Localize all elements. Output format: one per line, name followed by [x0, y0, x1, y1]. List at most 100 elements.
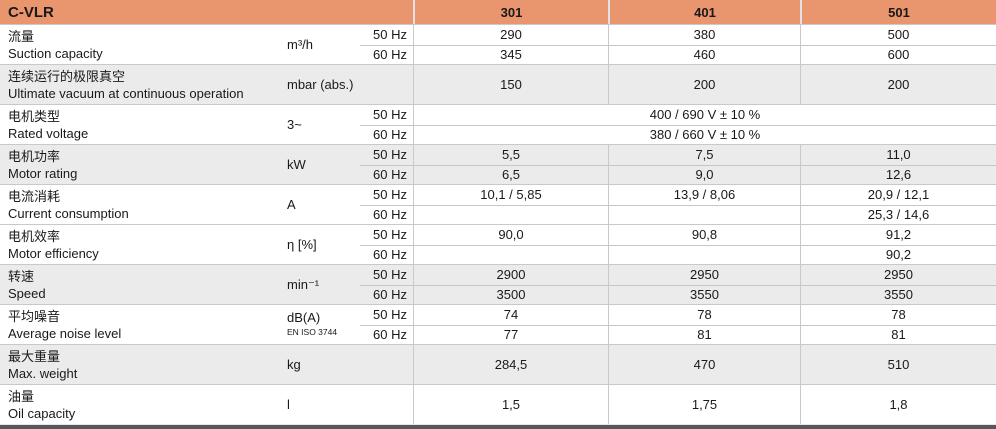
spec-value: 91,2: [800, 225, 996, 245]
spec-label-zh: 电流消耗: [8, 188, 61, 204]
spec-value: 11,0: [800, 145, 996, 165]
spec-value: 7,5: [608, 145, 800, 165]
spec-value: 150: [413, 65, 608, 104]
spec-value: 81: [608, 324, 800, 344]
unit-text: η [%]: [287, 237, 317, 252]
unit-standard: EN ISO 3744: [287, 326, 338, 337]
freq-label: 50 Hz: [373, 267, 407, 283]
spec-value: 1,5: [413, 385, 608, 424]
spec-label: 转速 Speed: [0, 265, 285, 304]
spec-label: 流量 Suction capacity: [0, 25, 285, 64]
spec-value: 90,2: [800, 244, 996, 264]
unit-text: min⁻¹: [287, 277, 320, 292]
freq-label: 50 Hz: [373, 187, 407, 203]
table-row: 最大重量 Max. weight kg 284,5 470 510: [0, 344, 996, 384]
table-row: 连续运行的极限真空 Ultimate vacuum at continuous o…: [0, 64, 996, 104]
table-row: 电流消耗 Current consumption A 50 Hz 10,1 / 5,85…: [0, 184, 996, 224]
spec-value: 2950: [608, 265, 800, 285]
spec-value: 1,75: [608, 385, 800, 424]
spec-value: 13,9 / 8,06: [608, 185, 800, 205]
spec-label: 油量 Oil capacity: [0, 385, 285, 424]
spec-label-zh: 油量: [8, 388, 35, 404]
spec-value: 400 / 690 V ± 10 %: [413, 105, 996, 125]
spec-value: 3550: [608, 284, 800, 304]
model-header-301: 301: [413, 0, 608, 24]
spec-label-zh: 平均噪音: [8, 308, 61, 324]
unit-text: kg: [287, 357, 301, 372]
unit-text: l: [287, 397, 290, 412]
spec-label-en: Ultimate vacuum at continuous operation: [8, 85, 244, 101]
spec-value: 345: [413, 44, 608, 64]
spec-value: 380 / 660 V ± 10 %: [413, 124, 996, 144]
spec-value: 81: [800, 324, 996, 344]
freq-label: 50 Hz: [373, 27, 407, 43]
unit-text: dB(A): [287, 309, 321, 325]
spec-label-zh: 电机类型: [8, 108, 61, 124]
freq-label: 60 Hz: [360, 284, 413, 305]
unit-text: m³/h: [287, 37, 313, 52]
spec-value: 500: [800, 25, 996, 45]
table-header-row: C-VLR 301 401 501: [0, 0, 996, 24]
freq-label: 50 Hz: [373, 107, 407, 123]
spec-value: 20,9 / 12,1: [800, 185, 996, 205]
spec-unit: m³/h: [285, 25, 360, 64]
spec-value: 2950: [800, 265, 996, 285]
freq-label: 60 Hz: [360, 124, 413, 145]
model-header-501: 501: [800, 0, 996, 24]
freq-label: 60 Hz: [360, 324, 413, 345]
unit-text: kW: [287, 157, 306, 172]
spec-unit: A: [285, 185, 360, 224]
spec-value: 510: [800, 345, 996, 384]
freq-label: 50 Hz: [373, 227, 407, 243]
spec-unit: 3~: [285, 105, 360, 144]
spec-table-body: 流量 Suction capacity m³/h 50 Hz 290 380 500 60 H…: [0, 24, 996, 424]
spec-value: 78: [608, 305, 800, 325]
spec-label-en: Suction capacity: [8, 45, 103, 61]
spec-value: 9,0: [608, 164, 800, 184]
spec-value: [413, 244, 608, 264]
freq-label: 60 Hz: [360, 44, 413, 65]
spec-value: 200: [800, 65, 996, 104]
spec-value: 10,1 / 5,85: [413, 185, 608, 205]
spec-label-zh: 流量: [8, 28, 35, 44]
spec-value: [608, 244, 800, 264]
spec-label: 电流消耗 Current consumption: [0, 185, 285, 224]
spec-unit: l: [285, 385, 413, 424]
freq-label: 60 Hz: [360, 204, 413, 225]
spec-label: 连续运行的极限真空 Ultimate vacuum at continuous o…: [0, 65, 285, 104]
spec-label-en: Speed: [8, 285, 46, 301]
spec-unit: kg: [285, 345, 413, 384]
spec-label-en: Motor efficiency: [8, 245, 99, 261]
spec-label-zh: 电机效率: [8, 228, 61, 244]
spec-label: 最大重量 Max. weight: [0, 345, 285, 384]
spec-value: 460: [608, 44, 800, 64]
spec-label-en: Max. weight: [8, 365, 78, 381]
spec-value: 380: [608, 25, 800, 45]
freq-label: 60 Hz: [360, 164, 413, 185]
spec-value: 470: [608, 345, 800, 384]
table-row: 流量 Suction capacity m³/h 50 Hz 290 380 500 60 H…: [0, 24, 996, 64]
spec-value: 3550: [800, 284, 996, 304]
spec-label-en: Rated voltage: [8, 125, 89, 141]
table-row: 油量 Oil capacity l 1,5 1,75 1,8: [0, 384, 996, 424]
table-row: 电机功率 Motor rating kW 50 Hz 5,5 7,5 11,0 60 Hz 6,…: [0, 144, 996, 184]
table-row: 平均噪音 Average noise level dB(A) EN ISO 3744 5…: [0, 304, 996, 344]
table-row: 电机效率 Motor efficiency η [%] 50 Hz 90,0 90,8 91…: [0, 224, 996, 264]
freq-label: 60 Hz: [360, 244, 413, 265]
spec-unit: kW: [285, 145, 360, 184]
spec-value: 25,3 / 14,6: [800, 204, 996, 224]
spec-value: 90,8: [608, 225, 800, 245]
spec-value: 200: [608, 65, 800, 104]
spec-label-en: Oil capacity: [8, 405, 76, 421]
spec-value: 77: [413, 324, 608, 344]
spec-label-en: Motor rating: [8, 165, 78, 181]
model-header-401: 401: [608, 0, 800, 24]
spec-unit: dB(A) EN ISO 3744: [285, 305, 360, 344]
spec-value: 90,0: [413, 225, 608, 245]
spec-label: 电机功率 Motor rating: [0, 145, 285, 184]
spec-unit: η [%]: [285, 225, 360, 264]
spec-label-en: Average noise level: [8, 325, 122, 341]
spec-value: 284,5: [413, 345, 608, 384]
spec-value: 5,5: [413, 145, 608, 165]
